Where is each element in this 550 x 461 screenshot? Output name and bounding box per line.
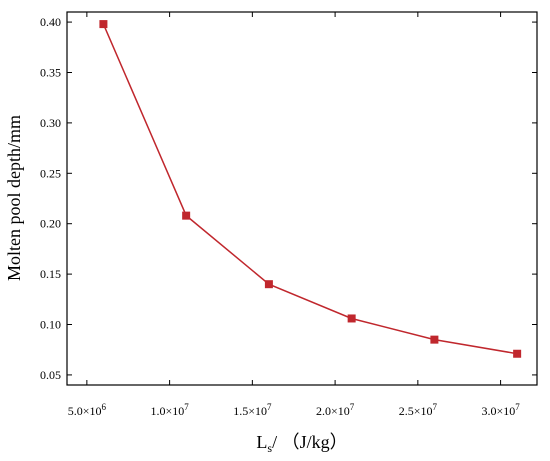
x-tick-exponent: 7 bbox=[432, 402, 437, 412]
data-point bbox=[513, 349, 522, 358]
x-tick-exponent: 7 bbox=[267, 402, 272, 412]
data-point bbox=[99, 20, 108, 29]
y-tick-label: 0.05 bbox=[40, 368, 61, 382]
x-tick-mantissa: 1.0×10 bbox=[150, 404, 184, 418]
series-line bbox=[102, 23, 518, 355]
x-tick-exponent: 7 bbox=[184, 402, 189, 412]
x-tick-label: 1.5×107 bbox=[233, 402, 272, 418]
x-axis-title-rest: / （J/kg） bbox=[272, 432, 348, 452]
series-layer bbox=[99, 20, 522, 358]
axis-ticks: 0.05 0.10 0.15 0.20 0.25 0.30 0.35 0.40 5.0×106 1… bbox=[40, 12, 537, 418]
data-point bbox=[430, 335, 439, 344]
x-tick-label: 2.0×107 bbox=[316, 402, 355, 418]
y-tick-label: 0.20 bbox=[40, 217, 61, 231]
x-tick-label: 3.0×107 bbox=[481, 402, 520, 418]
x-tick-mantissa: 2.0×10 bbox=[316, 404, 350, 418]
x-tick-exponent: 7 bbox=[515, 402, 520, 412]
x-axis-title-subscript: s bbox=[267, 441, 272, 455]
y-tick-label: 0.30 bbox=[40, 116, 61, 130]
x-axis-title: Ls/ （J/kg） bbox=[256, 432, 347, 455]
plot-frame bbox=[66, 11, 538, 386]
x-tick-label: 1.0×107 bbox=[150, 402, 189, 418]
x-tick-label: 5.0×106 bbox=[68, 402, 107, 418]
x-tick-mantissa: 3.0×10 bbox=[481, 404, 515, 418]
x-axis-title-main: L bbox=[256, 432, 267, 452]
y-tick-label: 0.35 bbox=[40, 65, 61, 79]
x-tick-mantissa: 2.5×10 bbox=[399, 404, 433, 418]
x-tick-label: 2.5×107 bbox=[399, 402, 438, 418]
data-point bbox=[182, 211, 191, 220]
y-tick-label: 0.40 bbox=[40, 15, 61, 29]
x-tick-exponent: 6 bbox=[101, 402, 106, 412]
y-tick-label: 0.15 bbox=[40, 267, 61, 281]
data-point bbox=[347, 314, 356, 323]
y-tick-label: 0.10 bbox=[40, 318, 61, 332]
x-tick-mantissa: 1.5×10 bbox=[233, 404, 267, 418]
y-axis-title: Molten pool depth/mm bbox=[4, 115, 24, 281]
x-tick-mantissa: 5.0×10 bbox=[68, 404, 102, 418]
data-point bbox=[264, 280, 273, 289]
y-tick-label: 0.25 bbox=[40, 166, 61, 180]
x-tick-exponent: 7 bbox=[350, 402, 355, 412]
